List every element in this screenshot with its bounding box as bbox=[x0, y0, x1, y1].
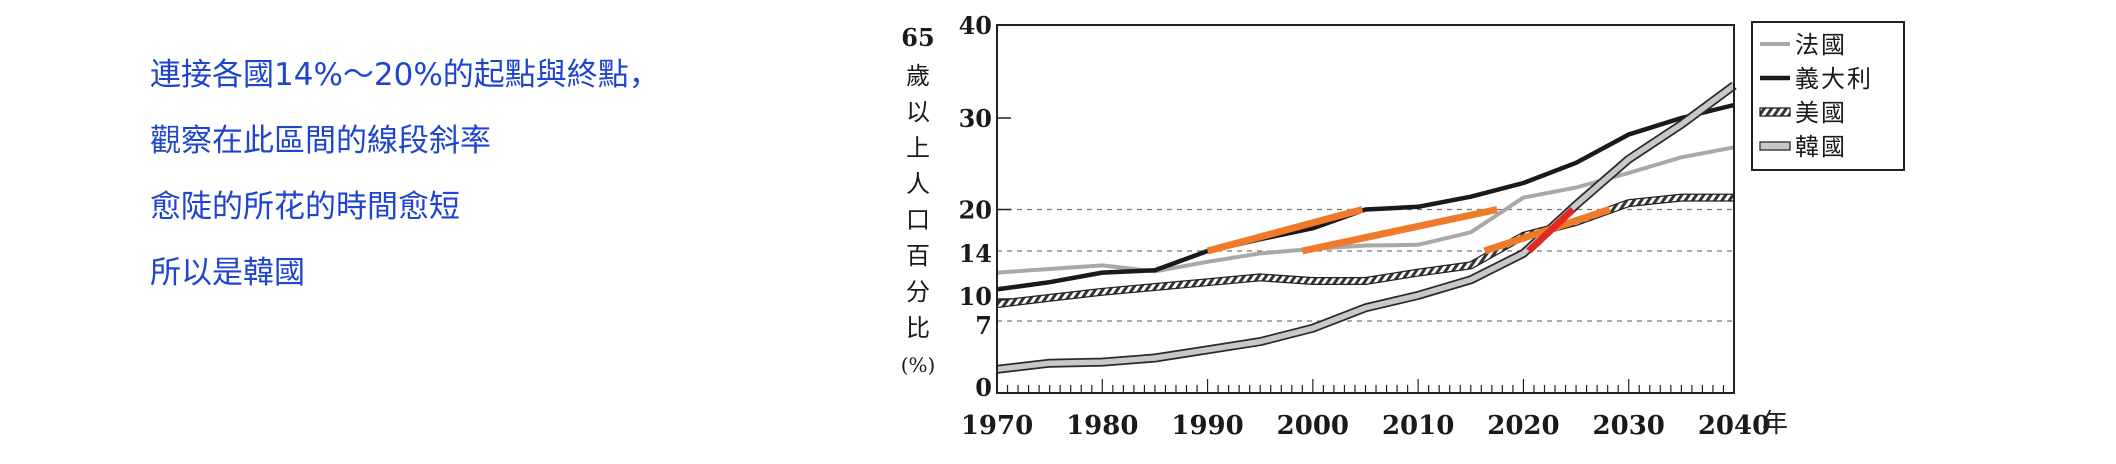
y-axis-title-char: 口 bbox=[906, 206, 930, 234]
legend-item-義大利: 義大利 bbox=[1760, 65, 1873, 93]
y-axis-title-char: (%) bbox=[901, 353, 936, 377]
y-tick-label: 30 bbox=[959, 104, 992, 133]
legend-item-美國: 美國 bbox=[1759, 99, 1847, 127]
series-layer bbox=[996, 81, 1737, 374]
legend-item-韓國: 韓國 bbox=[1759, 133, 1847, 161]
x-tick-label: 2000 bbox=[1277, 411, 1349, 441]
x-axis-unit: 年 bbox=[1762, 409, 1788, 439]
legend-label: 法國 bbox=[1795, 31, 1847, 59]
y-axis-title-char: 比 bbox=[906, 314, 930, 342]
highlight-segment-義大利 bbox=[1206, 206, 1364, 255]
annotation-line-2: 觀察在此區間的線段斜率 bbox=[150, 123, 491, 159]
legend-item-法國: 法國 bbox=[1760, 31, 1847, 59]
x-tick-label: 2030 bbox=[1593, 411, 1665, 441]
highlight-layer bbox=[1206, 206, 1611, 255]
highlight-segment-法國 bbox=[1301, 206, 1498, 255]
x-tick-label: 2010 bbox=[1382, 411, 1454, 441]
y-tick-label: 7 bbox=[975, 311, 992, 340]
legend-label: 美國 bbox=[1795, 99, 1847, 127]
y-axis-title-char: 人 bbox=[906, 170, 930, 198]
x-tick-label: 1970 bbox=[961, 411, 1033, 441]
y-tick-label: 10 bbox=[959, 282, 992, 311]
y-tick-label: 0 bbox=[975, 373, 992, 402]
axes bbox=[996, 24, 1735, 394]
y-axis-title-char: 分 bbox=[906, 278, 930, 306]
x-tick-label: 2020 bbox=[1487, 411, 1559, 441]
x-tick-labels: 1970 1980 1990 2000 2010 2020 2030 2040 bbox=[961, 411, 1770, 441]
annotation-text: 連接各國14%～20%的起點與終點， 觀察在此區間的線段斜率 愈陡的所花的時間愈… bbox=[150, 42, 660, 306]
series-line-韓國-outline bbox=[996, 81, 1737, 374]
y-axis-title-char: 百 bbox=[906, 242, 930, 270]
legend-swatch bbox=[1759, 107, 1791, 117]
legend-swatch bbox=[1759, 141, 1791, 151]
y-axis-title-char: 上 bbox=[906, 134, 930, 162]
y-tick-label: 20 bbox=[959, 196, 992, 225]
y-axis-title-char: 以 bbox=[906, 98, 930, 126]
series-line-韓國 bbox=[996, 83, 1736, 373]
x-tick-label: 1980 bbox=[1066, 411, 1138, 441]
annotation-line-1: 連接各國14%～20%的起點與終點， bbox=[150, 57, 660, 93]
series-line-美國 bbox=[996, 194, 1734, 307]
legend-label: 韓國 bbox=[1795, 133, 1847, 161]
legend-label: 義大利 bbox=[1795, 65, 1873, 93]
series-line-法國 bbox=[996, 145, 1735, 275]
y-tick-label: 14 bbox=[959, 239, 992, 268]
x-tick-label: 1990 bbox=[1171, 411, 1243, 441]
series-line-義大利 bbox=[996, 102, 1735, 292]
highlight-segment-韓國 bbox=[1526, 206, 1576, 254]
annotation-line-3: 愈陡的所花的時間愈短 bbox=[150, 189, 460, 225]
y-tick-label: 40 bbox=[959, 11, 992, 40]
y-axis-title-number: 65 bbox=[901, 23, 934, 52]
annotation-line-4: 所以是韓國 bbox=[150, 255, 305, 291]
x-tick-label: 2040 bbox=[1698, 411, 1770, 441]
y-axis-title-char: 歲 bbox=[906, 62, 930, 90]
